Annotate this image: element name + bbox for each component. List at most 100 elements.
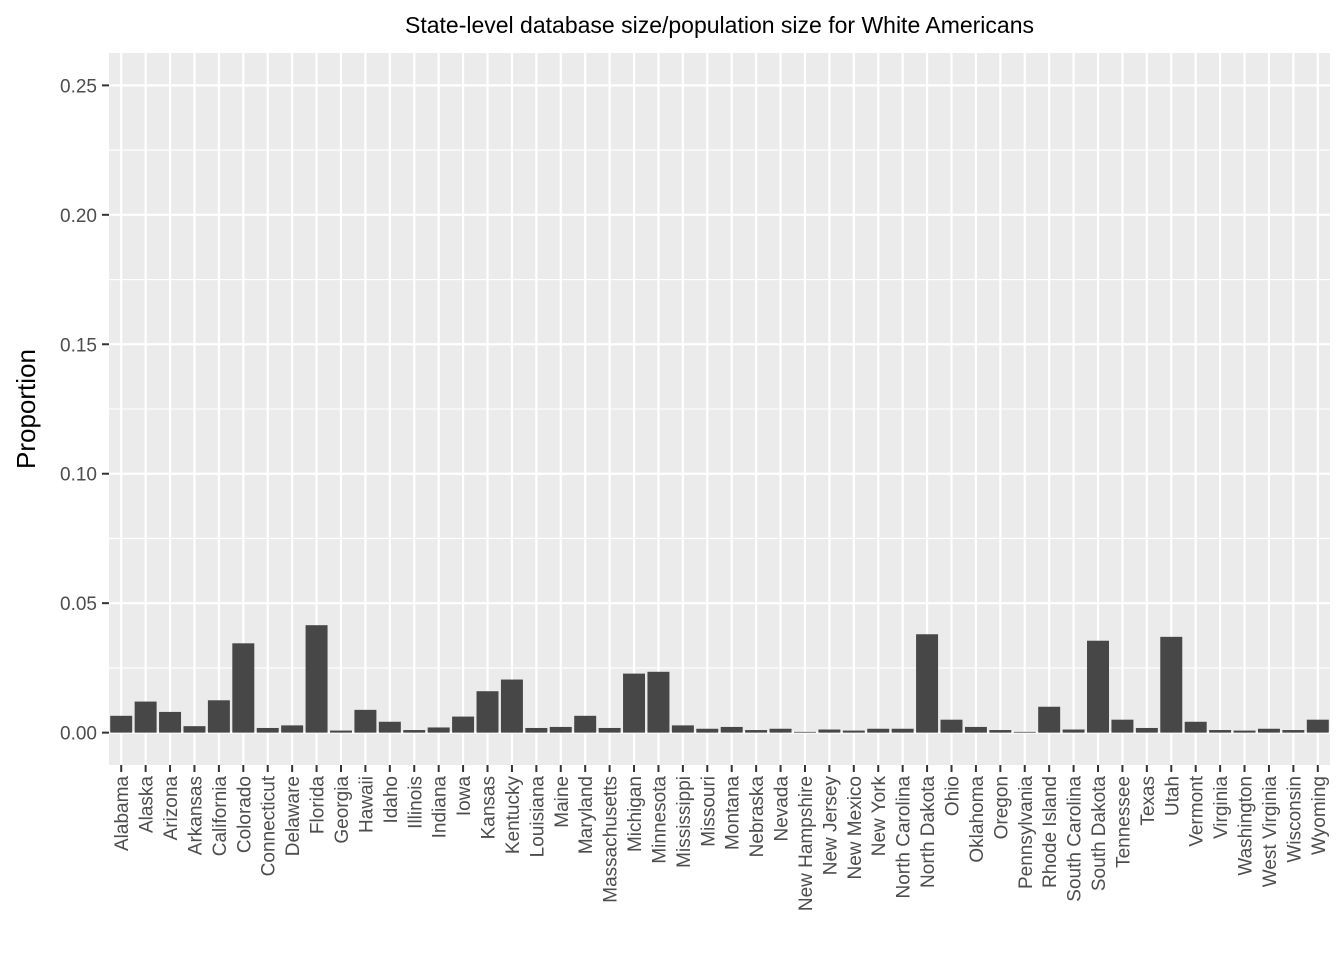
bar-georgia [330,730,352,733]
x-tick-label: Rhode Island [1040,776,1061,888]
bar-missouri [696,728,719,733]
x-tick-label: Iowa [454,776,475,817]
x-tick-label: New Mexico [845,776,866,879]
x-tick-label: Pennsylvania [1016,776,1037,889]
bar-indiana [427,727,450,733]
x-tick-label: Alaska [137,776,158,833]
bar-new-hampshire [793,731,816,733]
x-tick-label: Mississippi [674,776,695,868]
bar-colorado [232,643,255,733]
bar-kentucky [500,679,523,733]
x-tick-label: New York [869,776,890,857]
x-tick-label: Missouri [698,776,719,847]
x-axis: Alabama Alaska Arizona Arkansas California Co… [112,765,1330,911]
x-tick-label: South Dakota [1089,776,1110,892]
bar-utah [1160,636,1183,733]
x-tick-label: Indiana [430,776,451,839]
bar-arizona [159,711,182,733]
bar-iowa [452,716,475,733]
x-tick-label: Maryland [576,776,597,854]
x-tick-label: Connecticut [259,775,280,876]
x-tick-label: West Virginia [1260,776,1281,888]
y-axis: 0.00 0.05 0.10 0.15 0.20 0.25 [60,76,109,745]
x-tick-label: Nebraska [747,776,768,858]
x-tick-label: Delaware [283,776,304,856]
x-tick-label: Minnesota [649,776,670,864]
bar-washington [1233,730,1256,733]
bar-michigan [623,673,646,733]
x-tick-label: Georgia [332,776,353,844]
y-tick-label: 0.10 [60,465,97,486]
bar-wyoming [1306,719,1329,733]
x-tick-label: Kentucky [503,776,524,855]
bar-rhode-island [1038,706,1061,733]
x-tick-label: Maine [552,776,573,828]
bar-nevada [769,728,792,733]
bar-new-jersey [818,729,841,733]
bar-wisconsin [1282,730,1305,733]
bar-louisiana [525,727,548,733]
x-tick-label: Kansas [479,776,500,839]
x-tick-label: Nevada [772,776,793,842]
bar-idaho [378,721,401,733]
x-tick-label: South Carolina [1065,776,1086,902]
x-tick-label: Wisconsin [1284,776,1305,863]
bar-nebraska [745,730,768,733]
x-tick-label: New Hampshire [796,776,817,911]
bar-arkansas [183,726,206,733]
chart-title: State-level database size/population siz… [405,12,1034,38]
bar-new-mexico [842,730,865,733]
bar-massachusetts [598,727,621,733]
x-tick-label: Vermont [1187,775,1208,846]
bar-north-dakota [916,634,939,733]
x-tick-label: North Carolina [894,776,915,899]
bar-tennessee [1111,719,1134,733]
bar-illinois [403,730,426,733]
bar-virginia [1209,730,1232,733]
x-tick-label: Arkansas [185,776,206,855]
y-tick-label: 0.00 [60,724,97,745]
bar-maryland [574,715,597,733]
bar-mississippi [671,725,694,733]
x-tick-label: New Jersey [820,776,841,876]
bar-alabama [110,715,133,733]
bar-florida [305,625,328,733]
bar-alaska [134,701,157,733]
x-tick-label: Michigan [625,776,646,852]
bar-north-carolina [891,728,914,733]
x-tick-label: Arizona [161,776,182,841]
x-tick-label: Florida [308,776,329,835]
bar-vermont [1184,721,1207,733]
x-tick-label: North Dakota [918,776,939,888]
y-tick-label: 0.20 [60,206,97,227]
bar-south-carolina [1062,729,1085,733]
y-tick-label: 0.25 [60,76,97,97]
y-tick-label: 0.15 [60,335,97,356]
x-tick-label: Oklahoma [967,776,988,863]
bar-texas [1135,727,1158,733]
bar-new-york [867,728,890,733]
x-tick-label: Montana [723,776,744,850]
bar-ohio [940,719,963,733]
x-tick-label: Colorado [234,776,255,853]
x-tick-label: Oregon [991,776,1012,839]
x-tick-label: Idaho [381,776,402,824]
x-tick-label: Wyoming [1309,776,1330,855]
bar-maine [549,726,572,733]
x-tick-label: Ohio [942,776,963,816]
x-tick-label: Hawaii [356,776,377,833]
x-tick-label: Illinois [405,776,426,829]
x-tick-label: Virginia [1211,776,1232,839]
y-axis-label: Proportion [11,349,41,469]
bar-west-virginia [1257,728,1280,733]
bar-minnesota [647,671,670,733]
bars [110,625,1329,733]
bar-oregon [989,730,1012,733]
x-tick-label: Texas [1138,776,1159,826]
y-tick-label: 0.05 [60,594,97,615]
x-tick-label: Tennessee [1113,776,1134,868]
bar-south-dakota [1087,640,1109,733]
x-tick-label: Louisiana [527,776,548,858]
bar-pennsylvania [1013,731,1036,733]
